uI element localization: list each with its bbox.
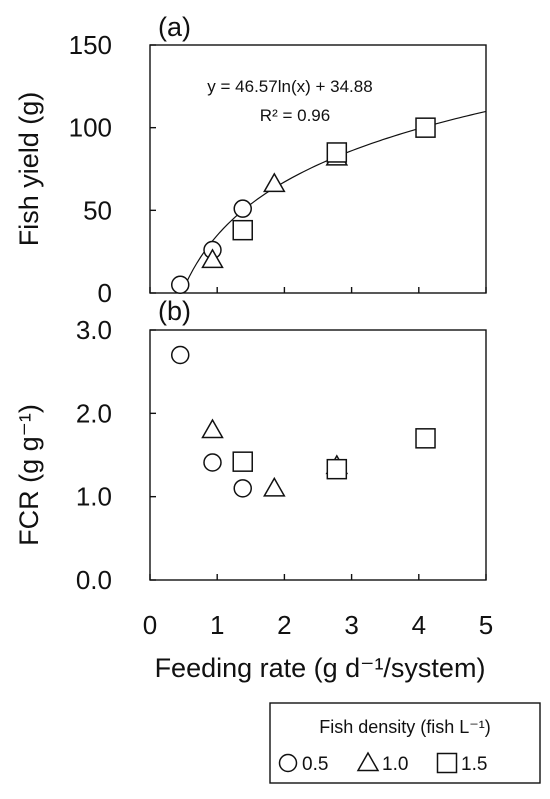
y-tick-label: 150 <box>69 30 112 60</box>
legend-items: 0.5 1.0 1.5 <box>278 751 487 775</box>
x-tick-label: 3 <box>344 610 358 640</box>
legend-item-label: 0.5 <box>302 754 328 775</box>
legend-title: Fish density (fish L⁻¹) <box>319 717 491 737</box>
x-axis-title: Feeding rate (g d⁻¹/system) <box>155 653 486 683</box>
data-point-circle <box>233 199 252 218</box>
x-tick-label: 2 <box>277 610 291 640</box>
y-tick-label: 1.0 <box>76 482 112 512</box>
data-point-square <box>326 458 348 480</box>
panel-b: (b) FCR (g g⁻¹) Feeding rate (g d⁻¹/syst… <box>14 296 493 683</box>
data-point-square <box>232 451 253 472</box>
legend: Fish density (fish L⁻¹) 0.5 1.0 1.5 <box>269 702 541 784</box>
panel-a-frame <box>149 44 487 294</box>
y-tick-label: 0 <box>98 278 112 308</box>
panel-a-label: (a) <box>158 12 191 42</box>
x-tick-label: 4 <box>412 610 426 640</box>
data-point-circle <box>203 453 222 472</box>
y-tick-label: 0.0 <box>76 565 112 595</box>
legend-item-label: 1.5 <box>461 754 487 775</box>
panel-b-markers <box>170 345 436 498</box>
panel-b-frame <box>149 329 487 581</box>
legend-marker-circle <box>278 753 298 773</box>
x-tick-label: 5 <box>479 610 493 640</box>
legend-box <box>269 702 541 784</box>
y-tick-label: 3.0 <box>76 315 112 345</box>
y-tick-label: 100 <box>69 113 112 143</box>
data-point-triangle <box>263 476 286 497</box>
x-tick-label: 1 <box>210 610 224 640</box>
data-point-square <box>415 428 436 449</box>
panel-a: (a) Fish yield (g) y = 46.57ln(x) + 34.8… <box>14 12 487 308</box>
data-point-circle <box>170 345 190 365</box>
panel-b-y-ticks: 0.0 1.0 2.0 3.0 <box>76 315 156 595</box>
data-point-triangle <box>201 418 224 439</box>
data-point-triangle <box>263 172 286 193</box>
data-point-circle <box>233 479 252 498</box>
data-point-square <box>232 219 253 241</box>
trendline-r-squared: R² = 0.96 <box>260 106 330 125</box>
panel-a-markers <box>170 117 436 294</box>
log-fit-curve <box>181 110 487 294</box>
panel-b-label: (b) <box>158 296 191 326</box>
y-tick-label: 2.0 <box>76 398 112 428</box>
data-point-triangle <box>201 248 224 269</box>
x-ticks: 0 1 2 3 4 5 <box>143 574 493 640</box>
legend-marker-square <box>436 752 458 774</box>
panel-a-y-ticks: 0 50 100 150 <box>69 30 487 308</box>
trendline-equation: y = 46.57ln(x) + 34.88 <box>207 77 372 96</box>
panel-a-y-axis-title: Fish yield (g) <box>14 92 44 247</box>
legend-marker-triangle <box>356 751 380 772</box>
data-point-square <box>415 117 436 138</box>
y-tick-label: 50 <box>83 195 112 225</box>
x-tick-label: 0 <box>143 610 157 640</box>
data-point-square <box>326 142 348 163</box>
legend-item-label: 1.0 <box>382 754 408 775</box>
panel-b-y-axis-title: FCR (g g⁻¹) <box>14 404 44 546</box>
data-point-circle <box>170 275 190 294</box>
